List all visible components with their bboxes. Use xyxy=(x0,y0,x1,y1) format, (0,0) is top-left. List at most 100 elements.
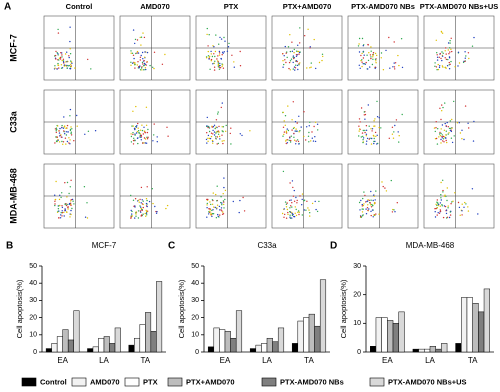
dot xyxy=(140,44,142,46)
dot xyxy=(138,201,140,203)
dot xyxy=(221,65,223,68)
dot xyxy=(451,127,453,129)
dot xyxy=(306,126,308,128)
dot xyxy=(445,58,448,61)
dot xyxy=(295,60,298,62)
dot xyxy=(59,204,61,207)
dot xyxy=(288,139,290,142)
dot xyxy=(146,186,148,188)
dot xyxy=(141,203,144,205)
legend-label: PTX+AMD070 xyxy=(186,377,235,386)
dot xyxy=(65,131,68,133)
dot xyxy=(444,57,446,59)
dot xyxy=(358,51,361,53)
dot xyxy=(133,62,135,64)
bar xyxy=(266,337,273,353)
dot xyxy=(285,206,288,208)
dot xyxy=(131,213,133,215)
dot xyxy=(132,110,134,113)
dot xyxy=(467,206,469,208)
dot xyxy=(136,125,138,127)
dot xyxy=(446,216,449,218)
dot xyxy=(223,203,225,206)
bar xyxy=(235,310,243,353)
dot xyxy=(282,170,285,173)
dot xyxy=(285,61,287,64)
dot xyxy=(462,61,465,64)
dot xyxy=(290,135,292,137)
dot xyxy=(225,124,227,127)
dot xyxy=(282,111,284,114)
dot xyxy=(365,213,368,215)
dot xyxy=(300,126,302,128)
dot xyxy=(213,69,216,71)
dot xyxy=(216,207,218,209)
dot xyxy=(216,204,219,206)
dot xyxy=(63,133,66,135)
dot xyxy=(458,206,461,209)
dot xyxy=(298,53,300,55)
dot xyxy=(391,126,394,128)
dot xyxy=(445,47,447,49)
dot xyxy=(445,139,447,142)
dot xyxy=(135,105,137,108)
dot xyxy=(298,213,300,216)
dot xyxy=(298,64,300,66)
dot xyxy=(61,124,63,127)
dot xyxy=(358,135,360,137)
dot xyxy=(220,106,222,109)
dot xyxy=(142,58,144,60)
dot xyxy=(132,199,135,201)
dot xyxy=(144,132,146,134)
dot xyxy=(140,139,142,141)
dot xyxy=(63,126,65,128)
dot xyxy=(471,45,474,47)
dot xyxy=(68,64,70,67)
dot xyxy=(70,61,73,63)
dot xyxy=(221,140,223,142)
dot xyxy=(139,133,141,135)
dot xyxy=(69,216,71,218)
dot xyxy=(145,64,147,66)
dot xyxy=(69,48,71,50)
dot xyxy=(380,57,382,59)
dot xyxy=(292,186,294,189)
dot xyxy=(445,125,447,127)
column-label: Control xyxy=(66,2,93,11)
dot xyxy=(284,213,286,216)
dot xyxy=(442,52,444,54)
dot xyxy=(294,67,297,69)
dot xyxy=(360,136,362,138)
dot xyxy=(437,202,439,204)
dot xyxy=(140,36,143,38)
dot xyxy=(363,54,365,56)
dot xyxy=(54,200,56,202)
dot xyxy=(282,60,284,62)
dot xyxy=(438,66,441,69)
dot xyxy=(456,122,459,124)
dot xyxy=(222,193,224,195)
dot xyxy=(447,126,449,128)
dot xyxy=(134,217,136,219)
dot xyxy=(459,132,462,134)
legend-swatch xyxy=(261,377,277,387)
dot xyxy=(450,37,452,39)
dot xyxy=(210,58,213,61)
dot xyxy=(318,61,321,64)
dot xyxy=(221,130,223,132)
dot xyxy=(209,208,211,210)
legend-label: PTX xyxy=(143,377,158,386)
chart-title: C33a xyxy=(257,241,277,250)
dot xyxy=(206,202,208,205)
dot xyxy=(445,209,448,211)
dot xyxy=(461,138,463,140)
dot xyxy=(461,129,463,131)
dot xyxy=(147,136,149,138)
dot xyxy=(297,44,299,46)
bar xyxy=(230,337,237,353)
dot xyxy=(230,143,232,145)
bar xyxy=(207,346,215,353)
dot xyxy=(450,137,453,139)
dot xyxy=(206,27,208,30)
dot xyxy=(294,69,296,71)
